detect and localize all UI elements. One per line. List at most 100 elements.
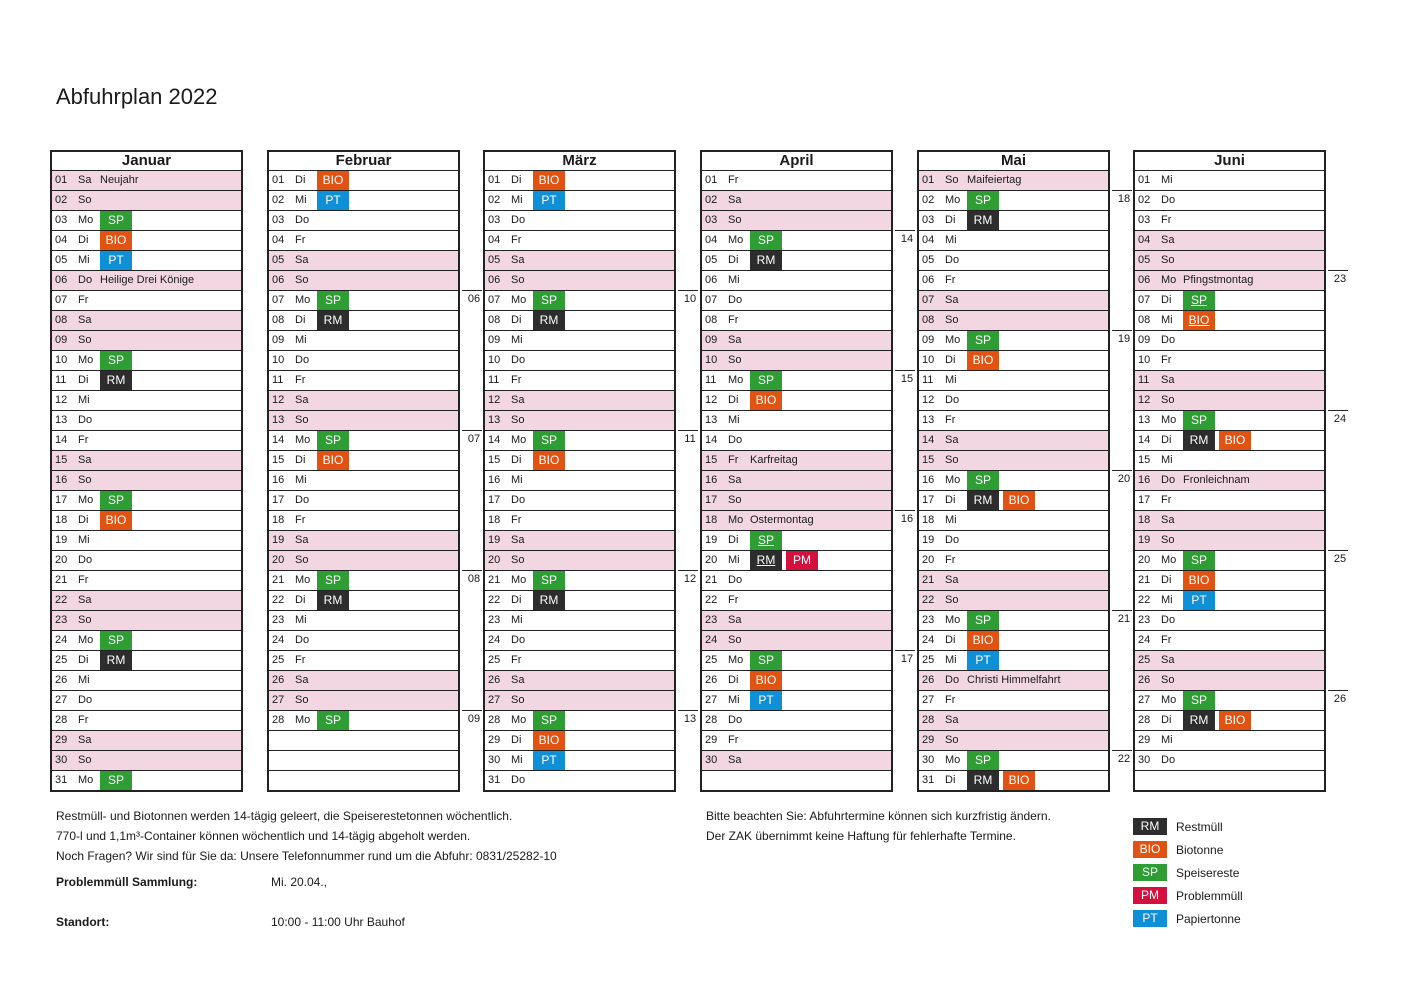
day-number: 29: [1138, 734, 1151, 746]
weekday: Do: [295, 494, 310, 506]
pickup-bio-badge: BIO: [100, 231, 132, 250]
day-number: 04: [488, 234, 501, 246]
weekday: Sa: [945, 574, 959, 586]
day-number: 07: [705, 294, 718, 306]
day-row: 02 Do: [1135, 190, 1324, 210]
weekday: Mi: [728, 414, 740, 426]
pickup-pt-badge: PT: [967, 651, 999, 670]
weekday: Do: [945, 254, 960, 266]
pickup-tags: PT: [533, 751, 569, 770]
weekday: Mo: [78, 774, 94, 786]
week-number: 16: [900, 513, 914, 525]
day-row: 14 Mo SP: [269, 430, 458, 450]
day-number: 23: [705, 614, 718, 626]
weekday: Mo: [1161, 274, 1177, 286]
pickup-tags: BIO: [317, 451, 353, 470]
day-row: 14 Di RM BIO: [1135, 430, 1324, 450]
pickup-tags: RM: [317, 311, 353, 330]
day-number: 16: [55, 474, 68, 486]
weekday: Do: [295, 214, 310, 226]
day-row: 19 So: [1135, 530, 1324, 550]
pickup-bio-badge: BIO: [1183, 571, 1215, 590]
day-number: 09: [488, 334, 501, 346]
day-row: 30 Sa: [702, 750, 891, 770]
weekday: Sa: [511, 534, 525, 546]
day-row: 06 Do Heilige Drei Könige: [52, 270, 241, 290]
pickup-sp-badge: SP: [750, 231, 782, 250]
day-number: 20: [922, 554, 935, 566]
day-number: 13: [922, 414, 935, 426]
pickup-bio-badge: BIO: [533, 451, 565, 470]
weekday: Di: [511, 594, 522, 606]
weekday: So: [78, 754, 92, 766]
day-number: 28: [55, 714, 68, 726]
day-row: 02 Sa: [702, 190, 891, 210]
day-number: 20: [488, 554, 501, 566]
day-row: 27 So: [269, 690, 458, 710]
day-row: 18 Di BIO: [52, 510, 241, 530]
day-row: 15 So: [919, 450, 1108, 470]
month-name: März: [483, 150, 676, 171]
weekday: Fr: [728, 594, 739, 606]
day-row: 19 Mi: [52, 530, 241, 550]
day-row: 10 Do: [269, 350, 458, 370]
week-separator: [678, 710, 698, 711]
day-row: 01 Mi: [1135, 171, 1324, 190]
weekday: Mo: [511, 294, 527, 306]
day-row: 30 Mo SP: [919, 750, 1108, 770]
weekday: Fr: [511, 514, 522, 526]
weekday: Mo: [78, 354, 94, 366]
day-number: 13: [1138, 414, 1151, 426]
weekday: Fr: [295, 514, 306, 526]
day-row: 18 Fr: [485, 510, 674, 530]
day-number: 10: [488, 354, 501, 366]
day-number: 12: [922, 394, 935, 406]
disclaimer-line: Bitte beachten Sie: Abfuhrtermine können…: [706, 809, 1051, 823]
weekday: Fr: [728, 734, 739, 746]
day-row: 22 So: [919, 590, 1108, 610]
day-row: 10 Di BIO: [919, 350, 1108, 370]
day-row: 08 Di RM: [269, 310, 458, 330]
day-number: 24: [705, 634, 718, 646]
day-number: 15: [488, 454, 501, 466]
day-number: 06: [922, 274, 935, 286]
pickup-rm-badge: RM: [533, 591, 565, 610]
day-row: 11 Mi: [919, 370, 1108, 390]
day-number: 10: [55, 354, 68, 366]
week-separator: [462, 710, 482, 711]
weekday: Mi: [78, 534, 90, 546]
weekday: So: [728, 634, 742, 646]
weekday: Di: [295, 314, 306, 326]
notes-block: Restmüll- und Biotonnen werden 14-tägig …: [56, 806, 557, 866]
day-number: 05: [272, 254, 285, 266]
day-number: 29: [55, 734, 68, 746]
weekday: Di: [945, 494, 956, 506]
pickup-sp-badge: SP: [533, 711, 565, 730]
legend-label: Restmüll: [1176, 819, 1223, 834]
weekday: Mo: [1161, 414, 1177, 426]
day-row: 20 Mi RM PM: [702, 550, 891, 570]
day-number: 19: [1138, 534, 1151, 546]
weekday: Sa: [511, 394, 525, 406]
week-separator: [895, 230, 915, 231]
weekday: Mi: [945, 654, 957, 666]
day-row: 16 Do Fronleichnam: [1135, 470, 1324, 490]
day-row: 13 So: [485, 410, 674, 430]
day-number: 26: [705, 674, 718, 686]
day-row: 12 Di BIO: [702, 390, 891, 410]
weekday: Fr: [295, 654, 306, 666]
day-row: 04 Mi: [919, 230, 1108, 250]
week-number: 17: [900, 653, 914, 665]
day-row: 03 Fr: [1135, 210, 1324, 230]
weekday: Mi: [295, 614, 307, 626]
legend-swatch-sp: SP: [1133, 864, 1167, 881]
day-row: 05 Sa: [269, 250, 458, 270]
day-number: 19: [488, 534, 501, 546]
day-row: 31 Mo SP: [52, 770, 241, 790]
weekday: Sa: [78, 594, 92, 606]
day-row: 16 Sa: [702, 470, 891, 490]
day-number: 04: [705, 234, 718, 246]
pickup-tags: SP: [100, 631, 136, 650]
day-row: 16 So: [52, 470, 241, 490]
day-number: 22: [922, 594, 935, 606]
